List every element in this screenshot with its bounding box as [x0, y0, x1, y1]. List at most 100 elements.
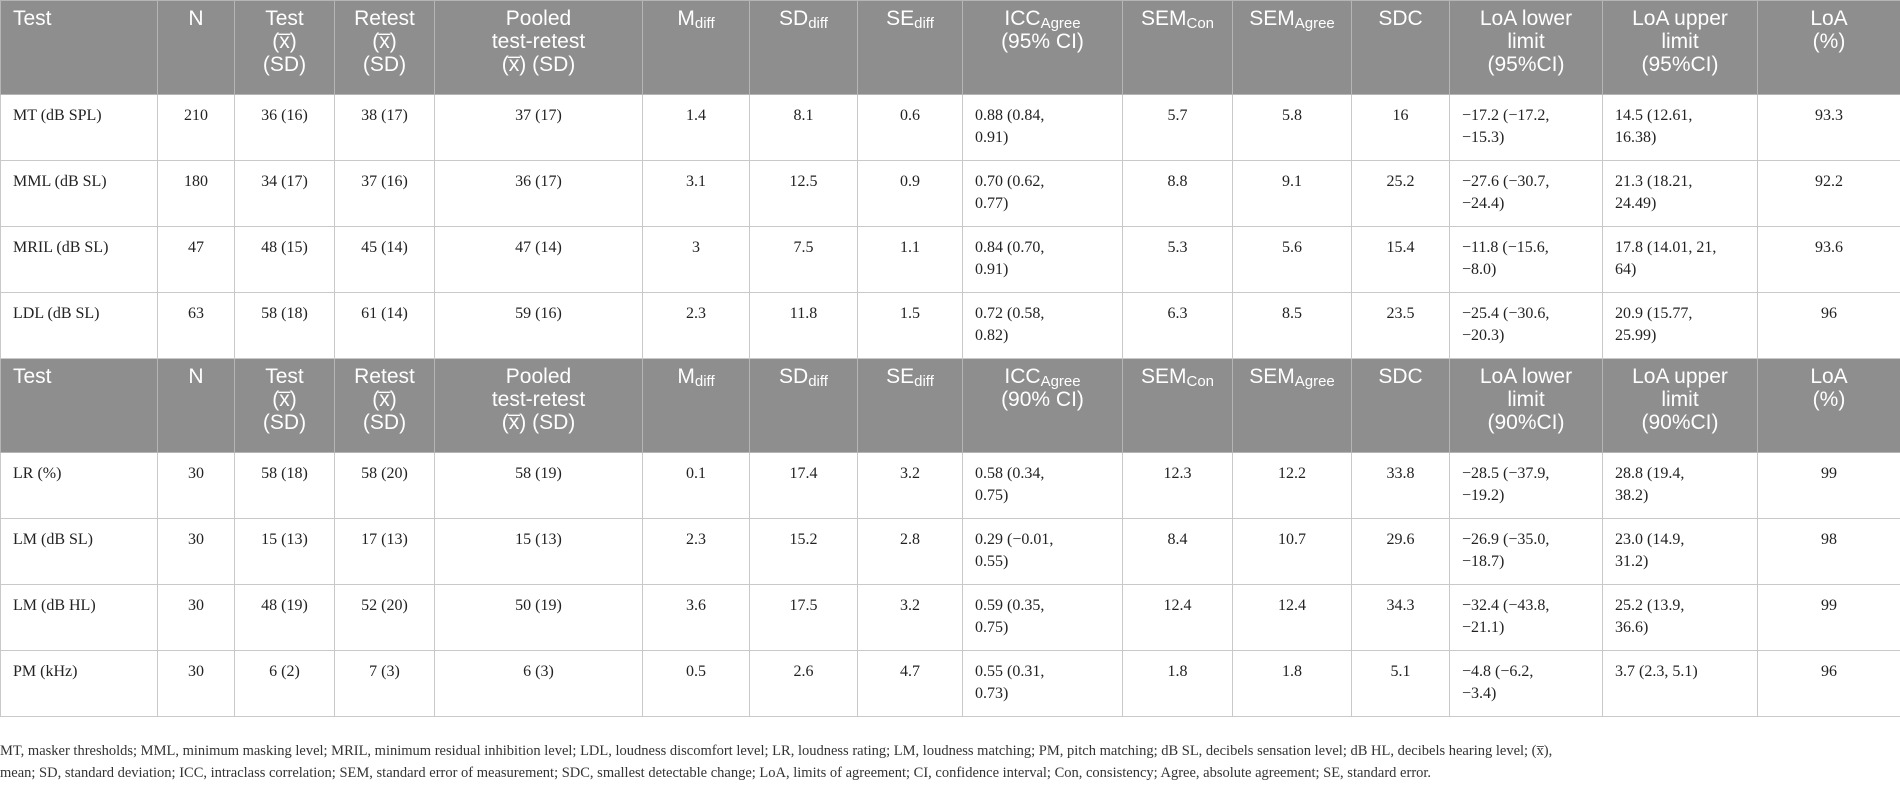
column-header: LoA lower limit (95%CI)	[1449, 0, 1603, 95]
column-header: Test	[0, 358, 158, 453]
table-cell: MRIL (dB SL)	[0, 226, 158, 293]
table-cell: 25.2	[1351, 160, 1450, 227]
table-cell: 3.7 (2.3, 5.1)	[1602, 650, 1758, 717]
table-cell: 0.70 (0.62, 0.77)	[962, 160, 1123, 227]
column-header: SEdiff	[857, 358, 963, 453]
table-cell: 30	[157, 518, 235, 585]
table-cell: 96	[1757, 650, 1900, 717]
table-cell: 2.8	[857, 518, 963, 585]
table-row: MT (dB SPL) 210 36 (16) 38 (17) 37 (17) 1.4 8.…	[0, 94, 1900, 161]
table-cell: 1.1	[857, 226, 963, 293]
table-cell: 58 (18)	[234, 452, 335, 519]
table-cell: 21.3 (18.21, 24.49)	[1602, 160, 1758, 227]
table-cell: 30	[157, 650, 235, 717]
table-cell: 47 (14)	[434, 226, 643, 293]
table-row: LDL (dB SL) 63 58 (18) 61 (14) 59 (16) 2.3 11.…	[0, 292, 1900, 359]
table-cell: 6.3	[1122, 292, 1233, 359]
table-cell: 93.3	[1757, 94, 1900, 161]
table-cell: 50 (19)	[434, 584, 643, 651]
table-cell: 10.7	[1232, 518, 1352, 585]
table-cell: 45 (14)	[334, 226, 435, 293]
column-header: Retest (x̅) (SD)	[334, 0, 435, 95]
table-cell: 12.3	[1122, 452, 1233, 519]
table-cell: 34 (17)	[234, 160, 335, 227]
table-cell: 48 (15)	[234, 226, 335, 293]
table-cell: 17.5	[749, 584, 858, 651]
table-cell: 47	[157, 226, 235, 293]
table-cell: 36 (16)	[234, 94, 335, 161]
table-cell: 58 (19)	[434, 452, 643, 519]
table-cell: 0.5	[642, 650, 750, 717]
table-cell: 12.2	[1232, 452, 1352, 519]
table-cell: 63	[157, 292, 235, 359]
table-cell: −26.9 (−35.0, −18.7)	[1449, 518, 1603, 585]
table-cell: 30	[157, 452, 235, 519]
column-header: SDdiff	[749, 0, 858, 95]
table-cell: 23.0 (14.9, 31.2)	[1602, 518, 1758, 585]
table-cell: 15.4	[1351, 226, 1450, 293]
table-cell: 5.7	[1122, 94, 1233, 161]
table-cell: 7 (3)	[334, 650, 435, 717]
table-cell: 17 (13)	[334, 518, 435, 585]
table-cell: 92.2	[1757, 160, 1900, 227]
column-header: ICCAgree (95% CI)	[962, 0, 1123, 95]
table-cell: LR (%)	[0, 452, 158, 519]
table-cell: LM (dB SL)	[0, 518, 158, 585]
table-cell: 11.8	[749, 292, 858, 359]
table-cell: 33.8	[1351, 452, 1450, 519]
reliability-table: Test N Test (x̅) (SD) Retest (x̅) (SD) Pooled tes…	[0, 0, 1900, 717]
table-cell: MML (dB SL)	[0, 160, 158, 227]
table-cell: −11.8 (−15.6, −8.0)	[1449, 226, 1603, 293]
table-cell: 7.5	[749, 226, 858, 293]
table-cell: 12.4	[1122, 584, 1233, 651]
column-header: Test	[0, 0, 158, 95]
table-cell: LM (dB HL)	[0, 584, 158, 651]
table-cell: 1.8	[1232, 650, 1352, 717]
table-cell: 8.8	[1122, 160, 1233, 227]
table-cell: 99	[1757, 584, 1900, 651]
column-header: SEMAgree	[1232, 0, 1352, 95]
table-cell: 37 (17)	[434, 94, 643, 161]
column-header: SDC	[1351, 0, 1450, 95]
table-cell: 9.1	[1232, 160, 1352, 227]
table-cell: 36 (17)	[434, 160, 643, 227]
column-header: Pooled test-retest (x̅) (SD)	[434, 358, 643, 453]
table-cell: −4.8 (−6.2, −3.4)	[1449, 650, 1603, 717]
table-cell: −27.6 (−30.7, −24.4)	[1449, 160, 1603, 227]
table-cell: PM (kHz)	[0, 650, 158, 717]
column-header: Test (x̅) (SD)	[234, 358, 335, 453]
table-cell: 1.4	[642, 94, 750, 161]
table-cell: 52 (20)	[334, 584, 435, 651]
column-header: SEdiff	[857, 0, 963, 95]
table-cell: −32.4 (−43.8, −21.1)	[1449, 584, 1603, 651]
table-cell: 98	[1757, 518, 1900, 585]
table-cell: 6 (3)	[434, 650, 643, 717]
column-header: SDdiff	[749, 358, 858, 453]
table-cell: 3	[642, 226, 750, 293]
column-header: LoA lower limit (90%CI)	[1449, 358, 1603, 453]
column-header: Mdiff	[642, 0, 750, 95]
table-cell: 5.6	[1232, 226, 1352, 293]
table-cell: 4.7	[857, 650, 963, 717]
column-header: LoA (%)	[1757, 0, 1900, 95]
table-row: LM (dB HL) 30 48 (19) 52 (20) 50 (19) 3.6 17.5…	[0, 584, 1900, 651]
column-header: LoA (%)	[1757, 358, 1900, 453]
table-cell: 8.4	[1122, 518, 1233, 585]
column-header: ICCAgree (90% CI)	[962, 358, 1123, 453]
column-header: Retest (x̅) (SD)	[334, 358, 435, 453]
table-cell: 2.3	[642, 292, 750, 359]
table-cell: 5.3	[1122, 226, 1233, 293]
table-cell: 0.59 (0.35, 0.75)	[962, 584, 1123, 651]
table-cell: 37 (16)	[334, 160, 435, 227]
table-cell: 0.88 (0.84, 0.91)	[962, 94, 1123, 161]
table-cell: 2.6	[749, 650, 858, 717]
column-header: N	[157, 0, 235, 95]
header-row-2: Test N Test (x̅) (SD) Retest (x̅) (SD) Pooled tes…	[0, 358, 1900, 453]
column-header: LoA upper limit (90%CI)	[1602, 358, 1758, 453]
table-cell: 2.3	[642, 518, 750, 585]
table-cell: 14.5 (12.61, 16.38)	[1602, 94, 1758, 161]
table-cell: MT (dB SPL)	[0, 94, 158, 161]
table-cell: 61 (14)	[334, 292, 435, 359]
column-header: Test (x̅) (SD)	[234, 0, 335, 95]
footnote-line-1: MT, masker thresholds; MML, minimum mask…	[0, 743, 1553, 759]
